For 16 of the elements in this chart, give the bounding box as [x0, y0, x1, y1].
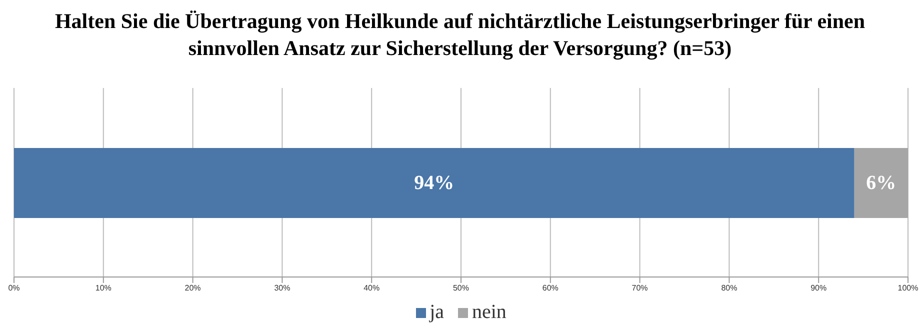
x-tick-label: 30%	[274, 284, 290, 293]
x-tick-label: 20%	[184, 284, 201, 293]
x-tick-label: 90%	[810, 284, 827, 293]
x-tick-label: 80%	[721, 284, 738, 293]
x-tick-label: 60%	[542, 284, 558, 293]
data-label: 94%	[414, 172, 454, 194]
data-label: 6%	[866, 172, 896, 194]
x-tick-label: 50%	[452, 284, 470, 293]
legend-label: ja	[428, 301, 444, 324]
x-tick-label: 40%	[364, 284, 380, 293]
x-tick-label: 10%	[95, 284, 112, 293]
x-tick-label: 70%	[632, 284, 648, 293]
chart-title: Halten Sie die Übertragung von Heilkunde auf nichtärztliche Leistungserbringer für einen sinnvollen Ansatz zur Sicherstellung der Versorgung? (n=53)	[54, 8, 866, 62]
legend-label: nein	[471, 301, 506, 324]
x-tick-label: 0%	[8, 284, 20, 293]
x-tick-label: 100%	[898, 284, 918, 293]
